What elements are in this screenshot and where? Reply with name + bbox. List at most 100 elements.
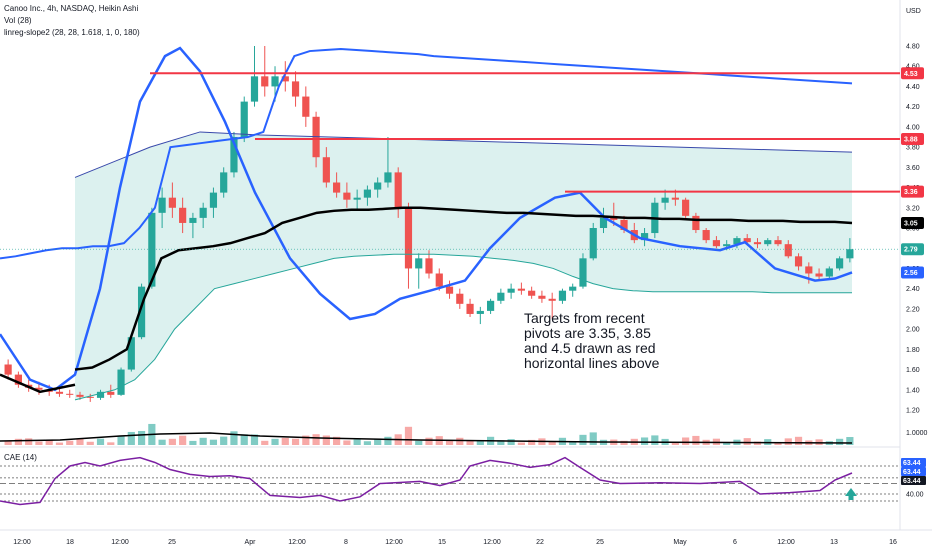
volume-bar bbox=[261, 440, 269, 445]
volume-bar bbox=[836, 438, 844, 445]
candle-body bbox=[476, 310, 484, 314]
volume-bar bbox=[620, 440, 628, 445]
candle-body bbox=[610, 217, 618, 220]
volume-bar bbox=[179, 435, 187, 445]
cae-badge bbox=[901, 467, 926, 476]
time-tick: 12:00 bbox=[777, 539, 795, 546]
volume-bar bbox=[230, 431, 238, 445]
candle-body bbox=[384, 172, 392, 183]
time-tick: 6 bbox=[733, 539, 737, 546]
candle-body bbox=[415, 258, 423, 269]
volume-bar bbox=[589, 432, 597, 445]
time-tick: 12:00 bbox=[385, 539, 403, 546]
volume-bar bbox=[374, 439, 382, 445]
volume-bar bbox=[671, 442, 679, 445]
price-tick: 3.20 bbox=[906, 205, 920, 212]
candle-body bbox=[507, 288, 515, 293]
candle-body bbox=[599, 217, 608, 228]
candle-body bbox=[753, 242, 762, 245]
candle-body bbox=[825, 268, 833, 277]
annotation-text: Targets from recent pivots are 3.35, 3.8… bbox=[524, 311, 724, 371]
price-tick: 1.40 bbox=[906, 387, 920, 394]
candle-body bbox=[322, 157, 330, 183]
volume-bar bbox=[794, 436, 803, 445]
time-tick: 22 bbox=[536, 539, 544, 546]
candle-body bbox=[702, 230, 710, 241]
regression-line bbox=[74, 206, 853, 371]
time-tick: May bbox=[673, 539, 687, 546]
price-badge bbox=[901, 243, 924, 256]
price-tick: 4.00 bbox=[906, 124, 920, 131]
candle-body bbox=[117, 369, 125, 395]
volume-bar bbox=[45, 439, 53, 445]
candle-body bbox=[394, 172, 402, 208]
candle-body bbox=[558, 290, 567, 301]
candle-body bbox=[55, 391, 64, 394]
price-tick: 1.80 bbox=[906, 347, 920, 354]
volume-bar bbox=[640, 437, 649, 445]
candle-body bbox=[846, 249, 854, 259]
time-axis: 12:00 18 12:00 25 Apr 12:00 8 12:00 15 12:00 22 25 M… bbox=[13, 539, 897, 546]
symbol-legend[interactable]: Canoo Inc., 4h, NASDAQ, Heikin Ashi bbox=[4, 4, 139, 13]
cae-badge bbox=[901, 476, 926, 485]
candle-body bbox=[723, 244, 731, 247]
volume-bar bbox=[507, 439, 515, 445]
candle-body bbox=[682, 199, 690, 216]
candle-body bbox=[794, 256, 803, 267]
time-tick: 25 bbox=[596, 539, 604, 546]
volume-bars bbox=[0, 423, 854, 445]
volume-bar bbox=[774, 442, 782, 445]
candle-body bbox=[836, 258, 844, 269]
price-badge bbox=[901, 67, 924, 80]
volume-bar bbox=[343, 440, 351, 445]
price-axis: USD4.804.604.404.204.003.803.603.403.203… bbox=[901, 8, 928, 499]
cae-badge-label: 63.44 bbox=[903, 478, 921, 485]
candle-body bbox=[302, 96, 310, 117]
candle-body bbox=[353, 197, 361, 200]
candle-body bbox=[517, 288, 525, 291]
volume-bar bbox=[66, 440, 74, 445]
regression-line-start bbox=[0, 373, 76, 394]
volume-bar bbox=[548, 441, 556, 445]
volume-bar bbox=[96, 438, 105, 445]
volume-legend[interactable]: Vol (28) bbox=[4, 16, 32, 25]
candle-body bbox=[774, 240, 782, 245]
annotation-line-1: Targets from recent bbox=[524, 310, 645, 326]
channel-area bbox=[75, 131, 852, 400]
volume-bar bbox=[723, 442, 731, 445]
candle-body bbox=[158, 197, 166, 213]
up-arrow-stem bbox=[848, 495, 854, 500]
candle-body bbox=[435, 273, 443, 287]
volume-bar bbox=[158, 439, 166, 445]
candle-body bbox=[189, 217, 197, 223]
candle-body bbox=[35, 387, 43, 390]
volume-bar bbox=[209, 439, 218, 445]
cae-legend[interactable]: CAE (14) bbox=[4, 453, 37, 462]
candle-body bbox=[805, 266, 813, 274]
candle-body bbox=[497, 292, 505, 301]
time-tick: 13 bbox=[830, 539, 838, 546]
price-tick: 3.60 bbox=[906, 165, 920, 172]
cae-badge bbox=[901, 458, 926, 467]
channel-bottom-line bbox=[74, 253, 852, 401]
candle-body bbox=[66, 393, 74, 395]
candle-body bbox=[528, 290, 536, 296]
price-badge bbox=[901, 266, 924, 279]
volume-bar bbox=[55, 442, 64, 445]
price-badge-label: 3.88 bbox=[904, 137, 918, 144]
candle-body bbox=[127, 337, 135, 370]
channel-top-line bbox=[74, 131, 853, 178]
target-lines bbox=[0, 72, 900, 250]
price-badge-label: 4.53 bbox=[904, 71, 918, 78]
volume-ma bbox=[0, 432, 853, 444]
candle-body bbox=[692, 215, 700, 231]
indicator-legend[interactable]: linreg-slope2 (28, 28, 1.618, 1, 0, 180) bbox=[4, 28, 140, 37]
volume-bar bbox=[846, 437, 854, 445]
cae-badge-label: 63.44 bbox=[903, 469, 921, 476]
volume-bar bbox=[743, 438, 751, 445]
candle-body bbox=[764, 240, 772, 245]
currency-label: USD bbox=[906, 8, 921, 15]
price-tick: 2.20 bbox=[906, 306, 920, 313]
time-tick: 8 bbox=[344, 539, 348, 546]
